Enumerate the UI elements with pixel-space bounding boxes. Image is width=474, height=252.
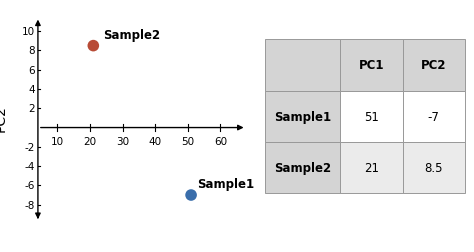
Text: PC2: PC2 [421, 59, 447, 72]
Text: 51: 51 [364, 110, 379, 123]
Text: -2: -2 [25, 142, 35, 152]
Text: -8: -8 [25, 200, 35, 210]
Text: 8.5: 8.5 [425, 161, 443, 174]
Text: 10: 10 [22, 27, 35, 37]
Text: 60: 60 [214, 137, 227, 147]
Text: -4: -4 [25, 162, 35, 171]
Bar [265, 142, 340, 193]
Text: Sample2: Sample2 [103, 29, 160, 42]
Text: 30: 30 [116, 137, 129, 147]
Text: 8: 8 [29, 46, 35, 56]
Bar [402, 91, 465, 142]
Bar [340, 40, 402, 91]
Text: Sample1: Sample1 [274, 110, 331, 123]
Text: -7: -7 [428, 110, 440, 123]
Text: 21: 21 [364, 161, 379, 174]
Text: 20: 20 [83, 137, 97, 147]
Text: -6: -6 [25, 181, 35, 191]
Text: 10: 10 [51, 137, 64, 147]
Bar [340, 142, 402, 193]
Text: 2: 2 [29, 104, 35, 114]
Text: 50: 50 [181, 137, 194, 147]
Point [187, 193, 195, 197]
Text: PC1: PC1 [358, 59, 384, 72]
Text: Sample2: Sample2 [274, 161, 331, 174]
Bar [402, 40, 465, 91]
Bar [265, 40, 340, 91]
Bar [265, 91, 340, 142]
Text: 6: 6 [29, 66, 35, 75]
Text: PC2: PC2 [0, 105, 8, 132]
Point [90, 44, 97, 48]
Text: 4: 4 [29, 85, 35, 94]
Bar [402, 142, 465, 193]
Text: Sample1: Sample1 [198, 177, 255, 191]
Bar [340, 91, 402, 142]
Text: 40: 40 [149, 137, 162, 147]
